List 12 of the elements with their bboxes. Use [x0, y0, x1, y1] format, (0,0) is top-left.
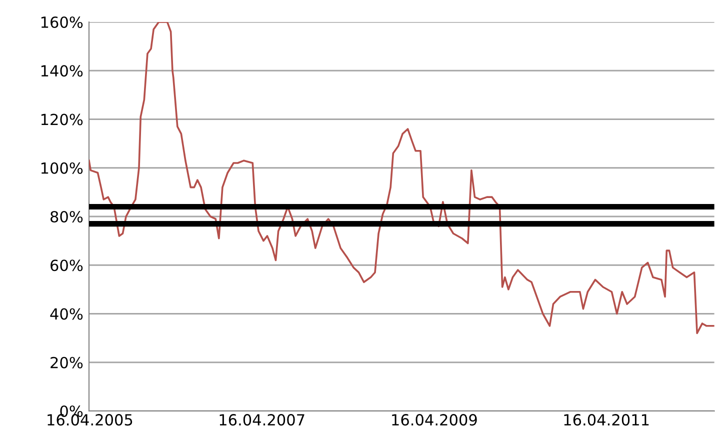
x-tick-label: 16.04.2007 — [220, 414, 304, 426]
y-tick-label: 20% — [50, 356, 83, 368]
y-tick-label: 60% — [50, 260, 83, 272]
y-tick-label: 160% — [41, 16, 83, 28]
x-tick-label: 16.04.2011 — [564, 414, 649, 426]
y-tick-label: 40% — [50, 308, 83, 320]
x-tick-label: 16.04.2009 — [392, 414, 477, 426]
y-tick-label: 120% — [41, 114, 83, 126]
line-series — [89, 22, 714, 334]
y-tick-label: 80% — [50, 210, 83, 223]
y-tick-label: 140% — [41, 65, 83, 77]
y-tick-label: 100% — [41, 162, 83, 174]
